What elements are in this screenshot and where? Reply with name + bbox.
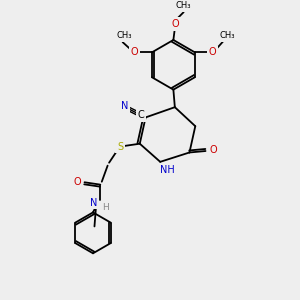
Text: O: O (130, 47, 138, 57)
Text: O: O (171, 19, 179, 29)
Text: O: O (74, 177, 82, 187)
Text: N: N (90, 198, 98, 208)
Text: CH₃: CH₃ (219, 31, 235, 40)
Text: O: O (209, 146, 217, 155)
Text: H: H (102, 203, 109, 212)
Text: O: O (208, 47, 216, 57)
Text: S: S (117, 142, 123, 152)
Text: NH: NH (160, 165, 175, 175)
Text: CH₃: CH₃ (116, 31, 132, 40)
Text: C: C (138, 110, 145, 120)
Text: CH₃: CH₃ (176, 1, 191, 10)
Text: N: N (122, 101, 129, 111)
